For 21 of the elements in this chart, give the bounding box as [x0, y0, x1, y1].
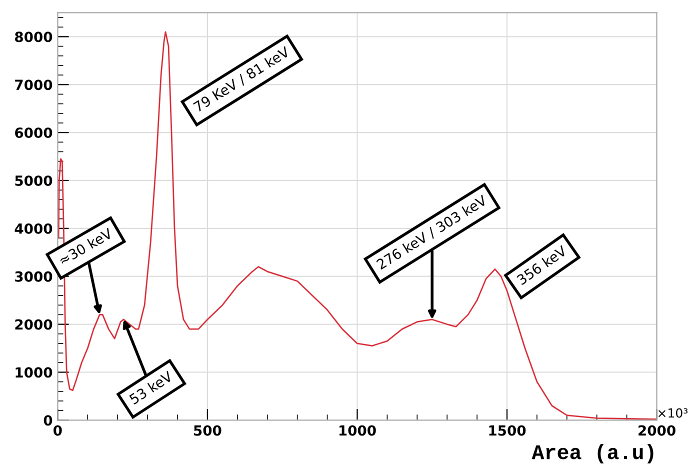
annotation: 276 keV / 303 keV [376, 194, 488, 271]
x-tick-label: 0 [54, 425, 62, 436]
x-tick-label: 500 [194, 425, 222, 436]
x-axis-title: Area (a.u) [532, 444, 654, 464]
y-tick-label: 0 [44, 415, 52, 426]
y-tick-label: 6000 [15, 128, 52, 138]
x-tick-label: 2000 [638, 425, 676, 436]
y-tick-label: 4000 [14, 223, 52, 234]
annotation: 79 KeV / 81 keV [192, 46, 292, 114]
y-tick-label: 2000 [15, 319, 52, 330]
x-tick-label: 1500 [489, 425, 526, 436]
text: ×10³ [658, 408, 688, 418]
annotation: 356 keV [516, 244, 568, 286]
annotation: 53 keV [128, 370, 174, 405]
y-tick-label: 3000 [15, 271, 52, 282]
y-tick-label: 8000 [15, 32, 52, 42]
x-tick-label: 1000 [339, 425, 376, 436]
y-tick-label: 7000 [15, 80, 52, 90]
annotation: ≈30 keV [58, 227, 114, 266]
y-tick-label: 1000 [16, 367, 52, 378]
y-tick-label: 5000 [15, 175, 52, 186]
